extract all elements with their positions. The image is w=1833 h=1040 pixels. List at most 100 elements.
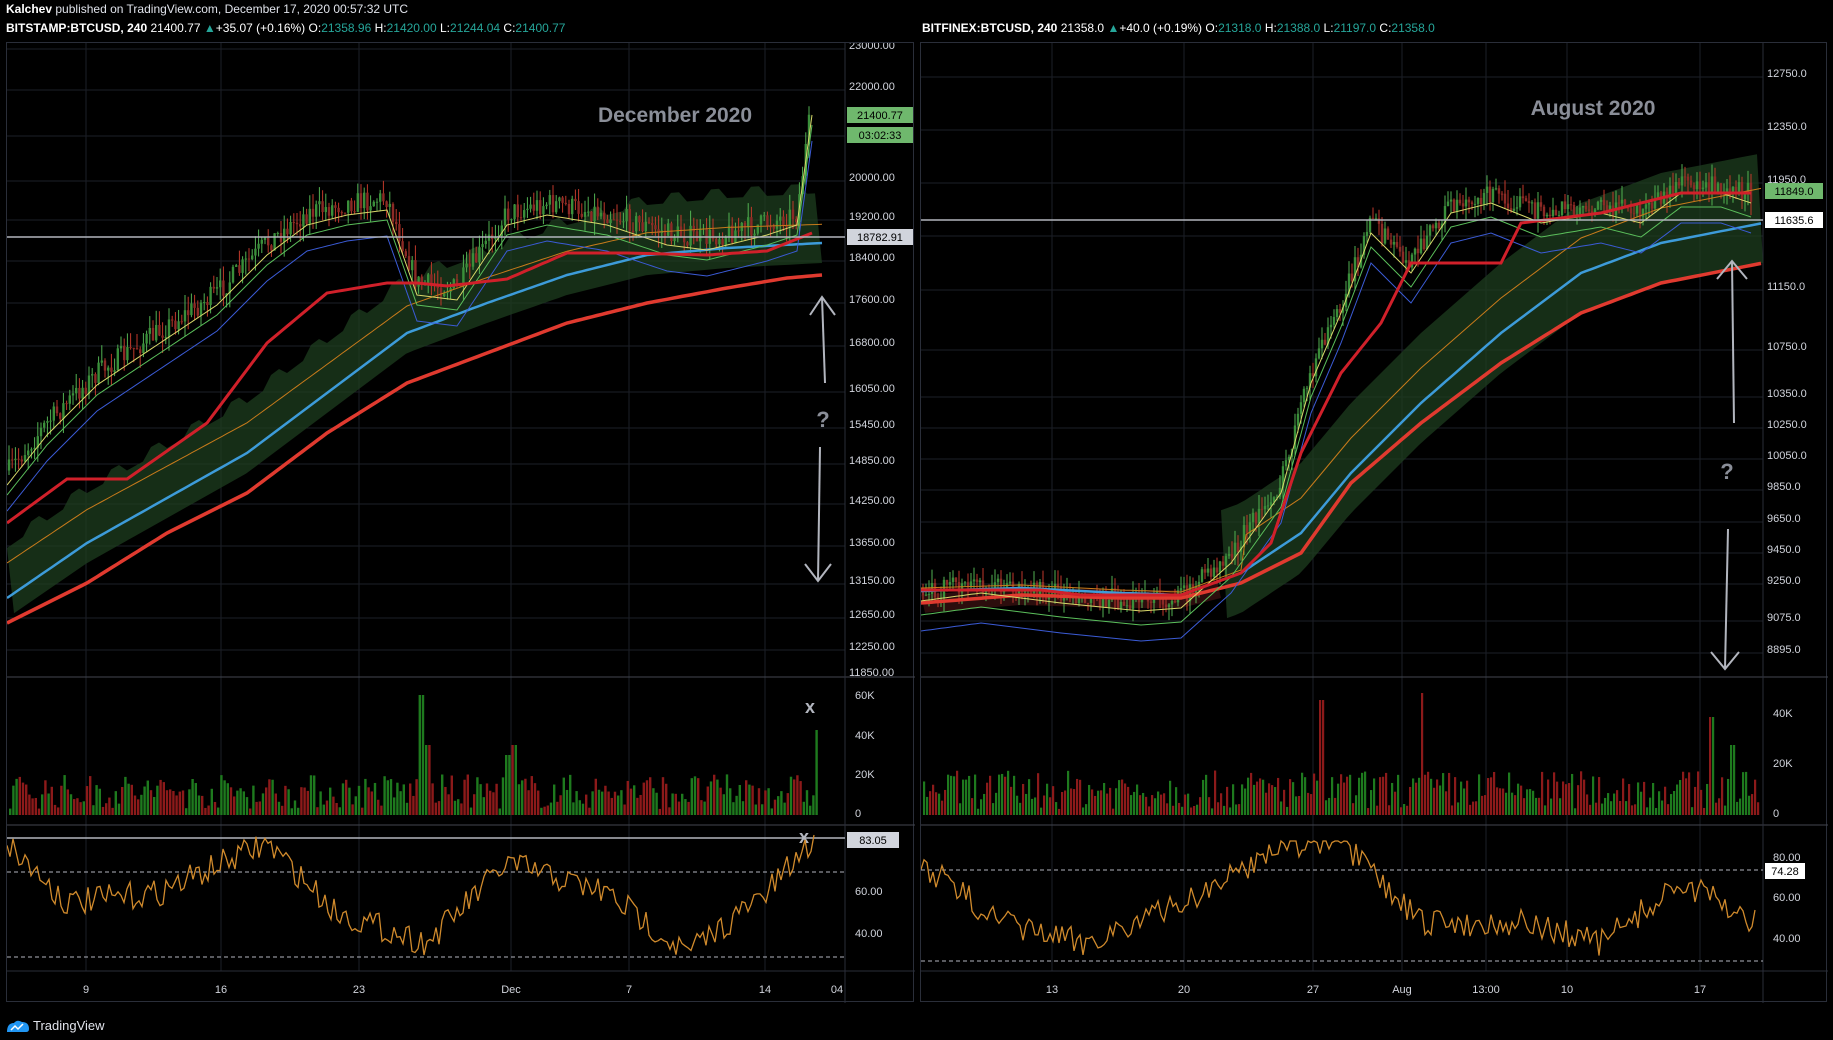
volume-bar [938, 793, 941, 815]
right-c-label: C: [1379, 21, 1392, 35]
volume-bar [950, 775, 953, 815]
candle-body [49, 420, 52, 422]
volume-bar [1523, 798, 1526, 815]
volume-bar [1694, 786, 1697, 815]
left-price-axis[interactable]: 23000.00 22000.00 20000.00 19200.00 1840… [849, 40, 895, 679]
volume-bar [175, 795, 178, 815]
candle-body [1248, 522, 1252, 534]
volume-bar [293, 800, 297, 815]
volume-bar [287, 789, 290, 815]
volume-bar [194, 783, 197, 815]
candle-body [1674, 182, 1678, 195]
right-chart-panel[interactable]: August 2020 ? 12750.0 12350.0 11950.0 11… [920, 42, 1828, 1003]
candle-body [1338, 309, 1342, 313]
candle-body [427, 274, 430, 284]
volume-bar [1721, 777, 1724, 815]
volume-bar [1451, 805, 1454, 815]
candle-body [475, 253, 478, 263]
right-symbol[interactable]: BITFINEX:BTCUSD, 240 [922, 21, 1058, 35]
volume-bar [677, 801, 681, 815]
candle-body [1305, 387, 1309, 389]
volume-bar [780, 791, 783, 815]
tradingview-logo-icon[interactable] [6, 1019, 30, 1033]
left-time-axis[interactable]: 9 16 23 Dec 7 14 04 [83, 984, 843, 996]
volume-bar [1202, 779, 1205, 815]
left-up-arrow-icon: ▲ [203, 21, 216, 35]
candle-body [340, 212, 343, 214]
candle-body [33, 447, 36, 450]
right-price-axis[interactable]: 12750.0 12350.0 11950.0 11150.0 10750.0 … [1767, 68, 1807, 656]
volume-bar [1076, 778, 1079, 815]
volume-bar [1322, 700, 1325, 815]
candle-body [1425, 235, 1429, 250]
volume-bar [777, 796, 780, 815]
volume-bar [926, 796, 929, 815]
volume-bar [1703, 807, 1706, 815]
volume-bar [1706, 783, 1709, 815]
left-symbol[interactable]: BITSTAMP:BTCUSD, 240 [6, 21, 148, 35]
left-chart-svg[interactable]: December 2020 ? x x 23000.00 22000.00 20… [6, 40, 915, 1003]
volume-bar [162, 782, 165, 815]
volume-bar [1364, 771, 1367, 815]
candle-body [158, 324, 161, 336]
volume-bar [549, 802, 553, 815]
volume-bar [1232, 784, 1235, 815]
left-date-tick: Dec [501, 984, 521, 996]
left-chart-panel[interactable]: December 2020 ? x x 23000.00 22000.00 20… [6, 40, 915, 1003]
volume-bar [1259, 778, 1262, 815]
volume-bar [1238, 804, 1241, 815]
candle-body [1044, 596, 1048, 600]
candle-body [1479, 197, 1483, 205]
candle-body [951, 577, 955, 583]
volume-bar [684, 799, 687, 815]
volume-bar [1661, 800, 1664, 815]
volume-bar [1007, 770, 1010, 815]
candle-body [1206, 568, 1210, 573]
footer-brand[interactable]: TradingView [33, 1018, 105, 1033]
candle-body [1539, 202, 1543, 207]
candle-body [1524, 198, 1528, 202]
right-chart-svg[interactable]: August 2020 ? 12750.0 12350.0 11950.0 11… [920, 43, 1828, 1003]
candle-body [1116, 596, 1120, 609]
volume-bar [1169, 780, 1172, 815]
volume-bar [642, 782, 645, 815]
volume-bar [1325, 800, 1328, 815]
candle-body [1014, 591, 1018, 594]
candle-body [1632, 213, 1636, 215]
volume-bar [1718, 798, 1721, 815]
candle-body [641, 222, 644, 232]
candle-body [107, 367, 110, 371]
candle-body [30, 449, 33, 451]
candle-body [1500, 193, 1504, 195]
candle-body [251, 255, 254, 260]
right-legend: BITFINEX:BTCUSD, 240 21358.0 ▲+40.0 (+0.… [922, 20, 1435, 36]
candle-body [1452, 199, 1456, 212]
candle-body [228, 282, 231, 294]
candle-body [1386, 228, 1390, 240]
candle-body [119, 346, 123, 349]
volume-bar [421, 695, 425, 815]
right-time-axis[interactable]: 13 20 27 Aug 13:00 10 17 [1046, 984, 1706, 996]
candle-body [81, 387, 84, 399]
right-level-badge-text: 11635.6 [1775, 215, 1814, 227]
candle-body [321, 201, 324, 213]
volume-bar [1094, 795, 1097, 815]
volume-bar [553, 784, 556, 815]
candle-body [1416, 248, 1420, 254]
candle-body [609, 219, 612, 224]
volume-bar [661, 777, 665, 815]
volume-bar [191, 778, 194, 815]
volume-bar [473, 794, 476, 815]
candle-body [1152, 596, 1156, 603]
candle-body [580, 213, 583, 217]
volume-bar [633, 785, 636, 815]
left-price-tick: 16800.00 [849, 337, 895, 349]
volume-bar [159, 779, 162, 815]
volume-bar [117, 803, 121, 815]
volume-bar [1160, 794, 1163, 815]
author-name[interactable]: Kalchev [6, 2, 53, 16]
candle-body [1626, 208, 1630, 210]
candle-body [1725, 188, 1729, 193]
candle-body [612, 219, 615, 221]
candle-body [1098, 599, 1102, 607]
